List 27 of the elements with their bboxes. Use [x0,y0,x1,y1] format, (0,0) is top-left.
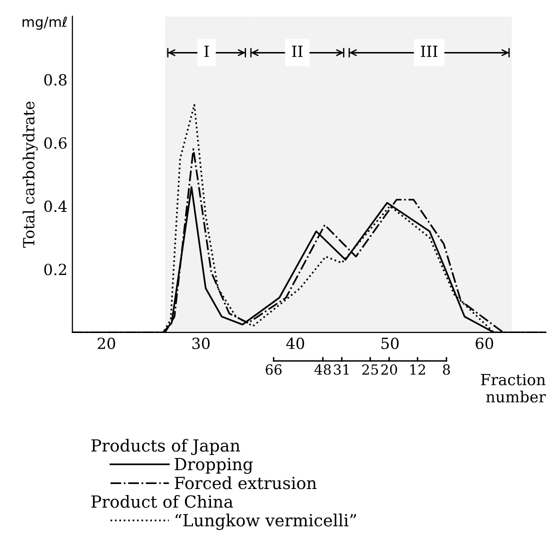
text: 25 [362,364,378,375]
band-label: III [420,46,438,57]
legend-label: Forced extrusion [174,476,317,490]
text: 12 [410,364,426,375]
y-axis-title: Total carbohydrate [22,102,38,248]
text: mg/mℓ [22,16,67,30]
band-label: II [292,46,303,57]
band-label: I [204,46,209,57]
legend-label: Dropping [174,458,253,474]
text: Product of China [91,495,233,508]
y-tick-label: 0.8 [44,74,67,86]
text: 20 [381,364,398,375]
x-tick-label: 30 [192,338,210,350]
x-tick-label: 40 [286,338,304,350]
text: 31 [334,364,349,375]
text: 8 [442,364,450,375]
x-tick-label: 20 [98,338,116,350]
x-tick-label: 50 [382,338,399,350]
x-axis-title: Fraction number [481,374,546,402]
text: 66 [266,364,282,375]
y-tick-label: 0.2 [44,264,66,276]
legend-label: “Lungkow vermicelli” [176,514,356,530]
y-tick-label: 0.4 [44,200,67,212]
text: 48 [314,364,331,375]
text: Products of Japan [91,438,240,456]
x-tick-label: 60 [476,338,494,350]
y-tick-label: 0.6 [44,137,67,149]
